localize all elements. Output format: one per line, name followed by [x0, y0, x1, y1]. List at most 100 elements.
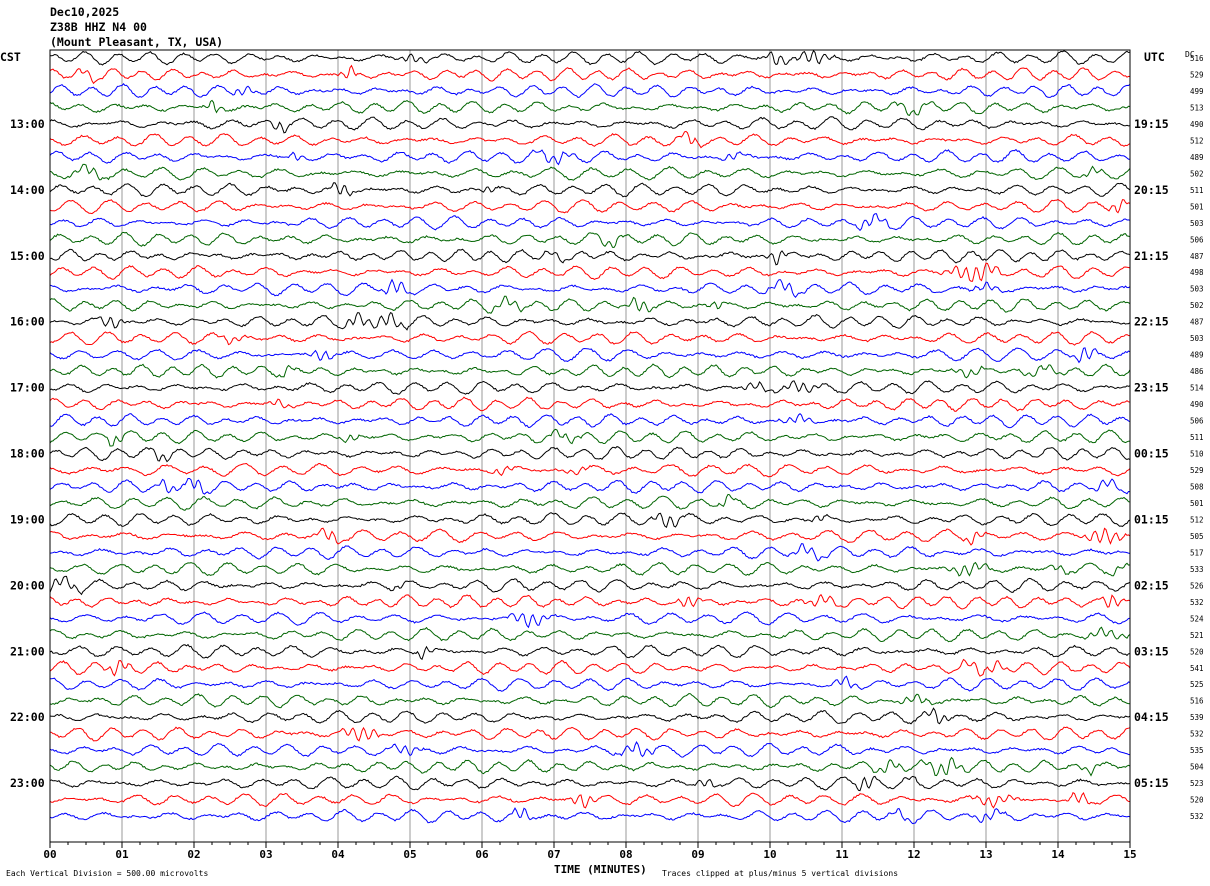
dc-offset-label: 490 — [1190, 400, 1204, 409]
seismic-trace — [49, 462, 1131, 478]
dc-offset-label: 539 — [1190, 713, 1204, 722]
right-hour-label: 00:15 — [1134, 447, 1169, 461]
seismic-trace — [49, 726, 1131, 742]
seismic-trace — [49, 330, 1131, 346]
seismic-trace — [49, 182, 1131, 198]
x-tick-label: 15 — [1123, 848, 1136, 861]
x-tick-label: 12 — [907, 848, 920, 861]
dc-offset-label: 505 — [1190, 532, 1204, 541]
x-tick-label: 04 — [331, 848, 345, 861]
plot-axes — [49, 49, 1131, 848]
seismic-trace — [49, 163, 1131, 181]
dc-offset-label: 503 — [1190, 285, 1204, 294]
x-tick-label: 05 — [403, 848, 416, 861]
x-tick-label: 10 — [763, 848, 776, 861]
x-tick-label: 02 — [187, 848, 200, 861]
seismic-trace — [49, 295, 1131, 314]
dc-offset-label: 501 — [1190, 499, 1204, 508]
seismic-trace — [49, 527, 1131, 546]
plot-grid — [121, 50, 1059, 842]
dc-offset-label: 532 — [1190, 730, 1204, 739]
seismic-trace — [49, 116, 1131, 134]
seismic-trace — [49, 347, 1131, 364]
seismic-trace — [49, 611, 1131, 629]
dc-offset-label: 541 — [1190, 664, 1204, 673]
seismic-trace — [49, 130, 1131, 149]
dc-offset-label: 506 — [1190, 417, 1204, 426]
seismic-trace — [49, 478, 1131, 495]
seismic-trace — [49, 312, 1131, 331]
dc-offset-header: DC — [1185, 50, 1195, 59]
dc-offset-label: 508 — [1190, 482, 1204, 491]
seismic-traces — [49, 49, 1131, 825]
left-hour-label: 22:00 — [10, 710, 45, 724]
seismic-trace — [49, 791, 1131, 809]
dc-offset-label: 529 — [1190, 70, 1204, 79]
seismic-trace — [49, 512, 1131, 528]
dc-offset-label: 489 — [1190, 351, 1204, 360]
dc-offset-label: 511 — [1190, 186, 1204, 195]
left-hour-label: 14:00 — [10, 183, 45, 197]
dc-offset-label: 526 — [1190, 581, 1204, 590]
dc-offset-label: 502 — [1190, 169, 1204, 178]
seismic-trace — [49, 493, 1131, 511]
seismic-trace — [49, 775, 1131, 792]
dc-offset-label: 486 — [1190, 367, 1204, 376]
seismic-trace — [49, 428, 1131, 447]
scale-note: Each Vertical Division = 500.00 microvol… — [6, 869, 209, 878]
seismic-trace — [49, 807, 1131, 825]
left-hour-label: 20:00 — [10, 578, 45, 592]
dc-offset-label: 487 — [1190, 252, 1204, 261]
seismic-trace — [49, 593, 1131, 610]
station-id: Z38B HHZ N4 00 — [50, 20, 147, 34]
record-date: Dec10,2025 — [50, 5, 120, 19]
left-hour-label: 13:00 — [10, 117, 45, 131]
seismic-trace — [49, 231, 1131, 249]
x-tick-label: 00 — [43, 848, 56, 861]
dc-offset-label: 504 — [1190, 763, 1204, 772]
dc-offset-label: 529 — [1190, 466, 1204, 475]
seismic-trace — [49, 83, 1131, 99]
seismic-trace — [49, 561, 1131, 577]
seismic-trace — [49, 446, 1131, 463]
right-hour-label: 02:15 — [1134, 578, 1169, 592]
dc-offset-label: 532 — [1190, 598, 1204, 607]
x-tick-label: 09 — [691, 848, 704, 861]
clip-note: Traces clipped at plus/minus 5 vertical … — [662, 869, 899, 878]
station-location: (Mount Pleasant, TX, USA) — [50, 35, 224, 49]
left-hour-label: 15:00 — [10, 249, 45, 263]
right-hour-label: 19:15 — [1134, 117, 1169, 131]
left-hour-label: 16:00 — [10, 315, 45, 329]
dc-offset-label: 525 — [1190, 680, 1204, 689]
right-hour-label: 20:15 — [1134, 183, 1169, 197]
seismic-trace — [49, 740, 1131, 758]
seismic-trace — [49, 675, 1131, 692]
seismic-trace — [49, 99, 1131, 117]
seismic-trace — [49, 658, 1131, 677]
seismic-trace — [49, 278, 1131, 298]
dc-offset-label: 512 — [1190, 136, 1204, 145]
right-hour-label: 03:15 — [1134, 644, 1169, 658]
dc-offset-label: 521 — [1190, 631, 1204, 640]
x-axis-label: TIME (MINUTES) — [554, 863, 647, 876]
seismic-trace — [49, 543, 1131, 562]
x-tick-label: 01 — [115, 848, 129, 861]
seismic-trace — [49, 363, 1131, 379]
seismic-trace — [49, 64, 1131, 85]
plot-labels: 00 01 02 03 04 05 06 07 08 09 10 11 12 13 14 15 516 529 49… — [10, 54, 1204, 861]
right-hour-label: 04:15 — [1134, 710, 1169, 724]
dc-offset-label: 532 — [1190, 812, 1204, 821]
seismic-trace — [49, 396, 1131, 412]
dc-offset-label: 513 — [1190, 103, 1204, 112]
dc-offset-label: 516 — [1190, 54, 1204, 63]
right-hour-label: 05:15 — [1134, 776, 1169, 790]
right-hour-label: 22:15 — [1134, 315, 1169, 329]
dc-offset-label: 490 — [1190, 120, 1204, 129]
seismic-trace — [49, 692, 1131, 709]
dc-offset-label: 520 — [1190, 796, 1204, 805]
dc-offset-label: 514 — [1190, 384, 1204, 393]
dc-offset-label: 503 — [1190, 334, 1204, 343]
dc-offset-label: 503 — [1190, 219, 1204, 228]
seismic-trace — [49, 380, 1131, 395]
